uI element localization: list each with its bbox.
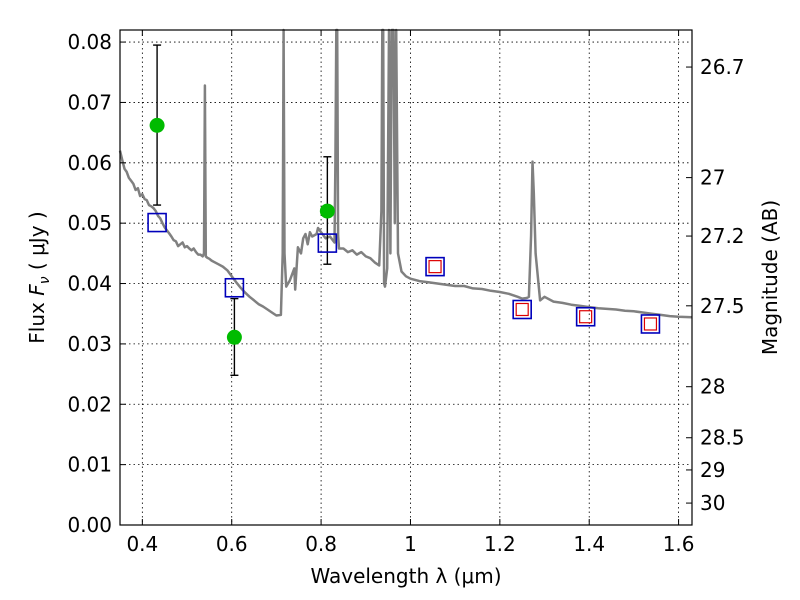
x-tick-label: 1.2 <box>484 532 516 556</box>
model-point <box>147 212 167 233</box>
y-tick-label: 0.07 <box>67 90 112 114</box>
observed-point <box>319 203 335 219</box>
mag-tick-label: 27.5 <box>700 294 745 318</box>
observed-point <box>226 329 242 345</box>
model-point-inner <box>428 260 442 274</box>
model-point <box>317 233 338 253</box>
mag-tick-label: 29 <box>700 458 725 482</box>
y-axis-title-prefix: Flux <box>25 296 49 344</box>
model-point-inner <box>515 302 529 317</box>
observed-flux-points <box>149 117 335 345</box>
model-flux-points <box>147 212 661 334</box>
y-tick-label: 0.08 <box>67 30 112 54</box>
y-axis-title-suffix: ( μJy ) <box>25 211 49 276</box>
x-tick-label: 0.6 <box>216 532 248 556</box>
model-point <box>425 256 445 277</box>
right-axis-title: Magnitude (AB) <box>758 200 782 355</box>
mag-tick-label: 30 <box>700 491 725 515</box>
mag-tick-label: 27.2 <box>700 224 745 248</box>
model-point <box>640 314 661 334</box>
y-tick-label: 0.03 <box>67 332 112 356</box>
model-point-inner <box>579 310 593 324</box>
x-axis-title: Wavelength λ (μm) <box>310 564 501 588</box>
y-axis-title-symbol: F <box>25 284 49 296</box>
model-point <box>512 299 532 320</box>
y-tick-label: 0.00 <box>67 513 112 537</box>
x-tick-label: 1 <box>404 532 417 556</box>
mag-tick-label: 27 <box>700 166 725 190</box>
y-tick-label: 0.01 <box>67 453 112 477</box>
mag-tick-label: 28 <box>700 375 725 399</box>
sed-line <box>118 28 693 319</box>
mag-tick-label: 28.5 <box>700 426 745 450</box>
error-bars <box>153 44 332 376</box>
mag-tick-label: 26.7 <box>700 55 745 79</box>
x-tick-label: 0.8 <box>305 532 337 556</box>
x-tick-label: 1.6 <box>663 532 695 556</box>
axis-ticks: 0.4 0.6 0.8 1 1.2 1.4 1.6 0.00 0.01 0.02 0.03 0.04 0… <box>67 30 745 556</box>
y-axis-title-subscript: ν <box>37 276 53 284</box>
model-point <box>224 277 245 298</box>
model-point <box>575 306 596 327</box>
plot-frame <box>119 29 693 526</box>
observed-point <box>149 117 165 133</box>
y-tick-label: 0.05 <box>67 211 112 235</box>
y-tick-label: 0.02 <box>67 392 112 416</box>
model-point-inner <box>643 317 658 331</box>
model-sed-spectrum <box>118 28 693 319</box>
y-tick-label: 0.06 <box>67 151 112 175</box>
x-tick-label: 1.4 <box>573 532 605 556</box>
y-tick-label: 0.04 <box>67 272 112 296</box>
y-axis-title: Flux Fν ( μJy ) <box>25 211 53 343</box>
x-tick-label: 0.4 <box>126 532 158 556</box>
